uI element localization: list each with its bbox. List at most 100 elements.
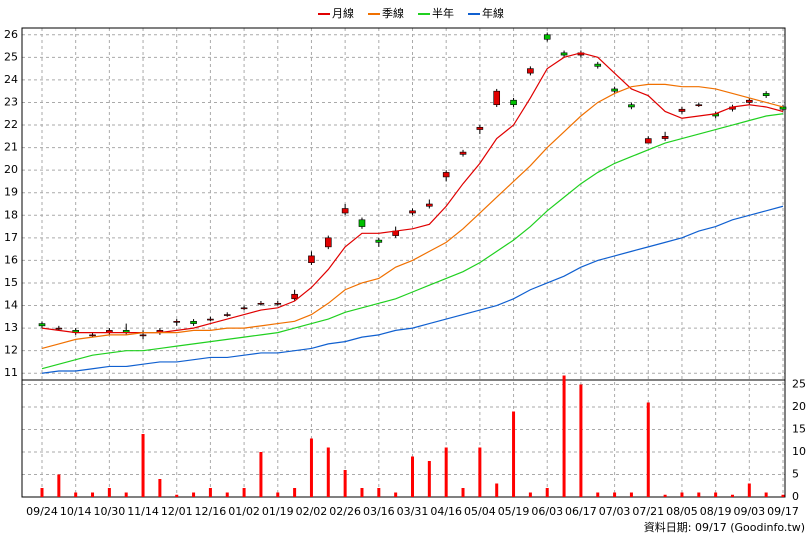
- volume-bar: [697, 492, 701, 497]
- y2-tick-label: 15: [792, 423, 806, 436]
- candle-body: [358, 219, 366, 227]
- volume-bar: [411, 456, 414, 497]
- candle-body: [442, 172, 450, 178]
- volume-bar: [562, 375, 566, 497]
- candle-body: [762, 93, 770, 96]
- candle-body: [173, 321, 181, 323]
- volume-bar: [528, 492, 532, 497]
- volume-bar: [124, 492, 128, 497]
- volume-bar: [629, 492, 633, 497]
- legend-label: 年線: [482, 6, 504, 20]
- x-tick-label: 11/14: [127, 505, 159, 518]
- x-tick-label: 08/05: [666, 505, 698, 518]
- volume-bar: [427, 461, 431, 497]
- legend-label: 季線: [382, 6, 404, 20]
- x-tick-label: 09/17: [767, 505, 799, 518]
- candle-body: [190, 321, 197, 324]
- y-tick-label: 18: [4, 208, 18, 221]
- candle-body: [207, 318, 214, 321]
- y-tick-label: 19: [4, 186, 18, 199]
- candle-body: [89, 334, 96, 337]
- candle-body: [308, 255, 315, 263]
- volume-bar: [192, 492, 196, 497]
- volume-bar: [141, 434, 145, 497]
- volume-bar: [225, 492, 229, 497]
- candle-body: [341, 208, 349, 214]
- volume-bar: [613, 492, 617, 497]
- x-tick-label: 03/16: [363, 505, 395, 518]
- x-tick-label: 05/19: [498, 505, 530, 518]
- candle-body: [324, 237, 332, 248]
- candle-body: [291, 293, 298, 300]
- y-tick-label: 15: [4, 276, 18, 289]
- volume-bar: [343, 470, 347, 497]
- candle-body: [746, 99, 753, 103]
- x-tick-label: 06/17: [565, 505, 597, 518]
- x-tick-label: 01/19: [262, 505, 294, 518]
- x-tick-label: 07/21: [632, 505, 664, 518]
- y-tick-label: 22: [4, 118, 18, 131]
- footer: 資料日期: 09/17 (Goodinfo.tw): [644, 520, 805, 534]
- volume-bar: [276, 492, 280, 497]
- candle-body: [55, 327, 63, 330]
- candle-body: [139, 334, 147, 337]
- volume-bar: [663, 494, 667, 497]
- volume-bar: [175, 494, 179, 497]
- volume-bar: [781, 494, 785, 497]
- x-tick-label: 09/24: [26, 505, 58, 518]
- ma-line: [41, 52, 784, 334]
- candle-body: [779, 106, 787, 110]
- x-tick-label: 04/16: [430, 505, 462, 518]
- candle-body: [409, 210, 416, 214]
- candle-body: [644, 138, 652, 144]
- volume-bar: [444, 447, 448, 497]
- y-tick-label: 21: [4, 141, 18, 154]
- volume-panel: [21, 379, 786, 498]
- volume-bar: [309, 438, 313, 497]
- x-tick-label: 08/19: [700, 505, 732, 518]
- x-tick-label: 03/31: [397, 505, 429, 518]
- candle-body: [543, 34, 551, 40]
- x-tick-label: 10/30: [94, 505, 126, 518]
- volume-bar: [377, 488, 381, 497]
- candle-body: [257, 302, 265, 305]
- x-tick-label: 06/03: [531, 505, 563, 518]
- x-tick-label: 12/16: [195, 505, 227, 518]
- volume-bar: [326, 447, 330, 497]
- candle-body: [274, 302, 282, 305]
- x-tick-label: 09/03: [733, 505, 765, 518]
- candle-body: [38, 323, 46, 327]
- volume-bar: [579, 384, 583, 497]
- y-tick-label: 16: [4, 253, 18, 266]
- candle-body: [628, 104, 635, 108]
- candle-body: [476, 126, 484, 130]
- volume-bar: [394, 492, 398, 497]
- volume-bar: [596, 492, 600, 497]
- candle-body: [661, 136, 669, 139]
- volume-bar: [242, 488, 246, 497]
- candle-body: [611, 88, 618, 92]
- y2-tick-label: 5: [792, 468, 799, 481]
- y-tick-label: 25: [4, 50, 18, 63]
- candle-body: [560, 52, 568, 56]
- candle-body: [426, 203, 433, 207]
- candle-body: [459, 151, 467, 155]
- candle-body: [695, 104, 703, 107]
- x-tick-label: 05/04: [464, 505, 496, 518]
- volume-bar: [714, 492, 718, 497]
- y2-tick-label: 20: [792, 400, 806, 413]
- volume-bar: [40, 488, 44, 497]
- candle-body: [678, 108, 686, 112]
- ma-line: [41, 205, 784, 374]
- volume-bar: [74, 492, 78, 497]
- y-tick-label: 13: [4, 321, 18, 334]
- volume-bar: [646, 402, 650, 497]
- ma-line: [41, 83, 784, 349]
- x-tick-label: 07/03: [599, 505, 631, 518]
- volume-bar: [730, 494, 734, 497]
- ma-line: [41, 113, 784, 370]
- y-tick-label: 23: [4, 95, 18, 108]
